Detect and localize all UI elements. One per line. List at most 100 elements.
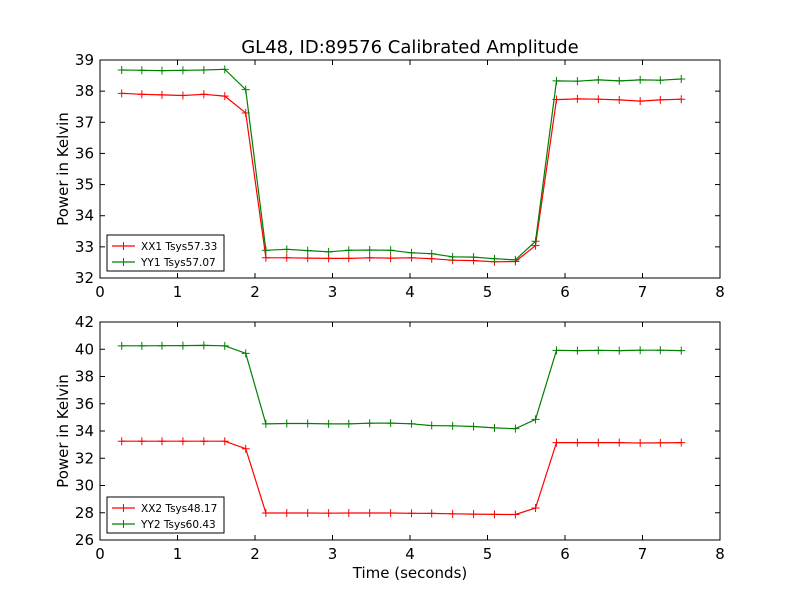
data-point [677,95,686,104]
legend-swatch-marker [119,258,128,266]
data-point [677,74,686,83]
data-point [365,245,374,254]
series-line [121,68,682,261]
data-point [552,346,561,355]
data-point [241,85,250,94]
y-tick-label: 33 [75,238,94,256]
data-point [137,90,146,99]
data-point [282,245,291,254]
y-tick-label: 36 [75,144,94,162]
data-point [158,437,166,446]
data-point [677,438,686,447]
data-point [303,246,312,255]
data-point [386,419,395,428]
figure-title: GL48, ID:89576 Calibrated Amplitude [241,37,579,58]
legend-label: XX2 Tsys48.17 [141,503,217,515]
data-point [594,75,603,84]
y-tick-label: 36 [75,395,94,413]
data-point [178,66,187,75]
data-point [344,419,353,428]
series-line [121,344,682,430]
legend-label: YY1 Tsys57.07 [140,257,216,269]
data-point [365,509,374,518]
data-point [573,346,582,355]
data-point [531,237,540,246]
x-tick-label: 4 [405,283,415,301]
data-point [427,509,436,518]
x-tick-label: 0 [95,545,105,563]
data-point [282,509,291,518]
data-point [158,341,166,350]
x-axis-label: Time (seconds) [352,564,468,582]
data-point [386,509,395,518]
data-point [241,444,250,453]
x-tick-label: 7 [638,545,648,563]
legend: XX1 Tsys57.33 YY1 Tsys57.07 [106,234,225,272]
data-point [178,91,187,100]
data-point [158,90,166,99]
legend-label: YY2 Tsys60.43 [140,519,216,531]
data-point [615,346,624,355]
y-tick-label: 34 [75,207,94,225]
data-point [407,419,416,428]
data-point [386,254,395,263]
data-point [615,438,624,447]
data-point [220,437,229,446]
y-tick-label: 34 [75,422,94,440]
data-point [594,95,603,104]
legend: XX2 Tsys48.17 YY2 Tsys60.43 [106,496,225,534]
legend-box [106,496,225,534]
series-line [121,440,682,516]
data-point [594,438,603,447]
data-point [117,65,126,74]
data-point [636,75,645,84]
x-tick-label: 7 [638,283,648,301]
data-point [261,246,270,255]
data-point [407,248,416,257]
data-point [552,76,561,85]
legend-swatch-marker [119,242,128,250]
x-tick-label: 3 [328,283,338,301]
x-tick-label: 4 [405,545,415,563]
data-point [117,89,126,98]
x-tick-label: 8 [715,545,725,563]
data-point [636,97,645,106]
y-tick-label: 28 [75,504,94,522]
x-tick-label: 6 [560,283,570,301]
data-point [573,438,582,447]
data-point [427,421,436,430]
data-point [199,437,208,446]
data-point [137,341,146,350]
data-point [615,76,624,85]
legend-swatch-marker [119,504,128,512]
data-point [261,419,270,428]
data-point [365,253,374,262]
data-point [365,419,374,428]
x-tick-label: 1 [173,283,183,301]
data-point [511,424,520,433]
data-point [261,509,270,518]
data-point [490,510,499,519]
data-point [407,509,416,518]
y-axis-label: Power in Kelvin [54,374,72,488]
x-tick-label: 2 [250,545,260,563]
data-point [199,341,208,350]
x-tick-label: 5 [483,545,493,563]
data-point [656,76,665,85]
y-tick-label: 35 [75,176,94,194]
data-point [511,510,520,519]
legend-box [106,234,225,272]
y-tick-label: 32 [75,269,94,287]
data-point [199,65,208,74]
x-tick-label: 2 [250,283,260,301]
data-point [344,246,353,255]
data-point [656,346,665,355]
x-tick-label: 0 [95,283,105,301]
data-point [303,509,312,518]
x-tick-label: 3 [328,545,338,563]
y-tick-label: 26 [75,531,94,549]
legend-label: XX1 Tsys57.33 [141,241,217,253]
data-point [448,509,457,518]
data-point [282,253,291,262]
